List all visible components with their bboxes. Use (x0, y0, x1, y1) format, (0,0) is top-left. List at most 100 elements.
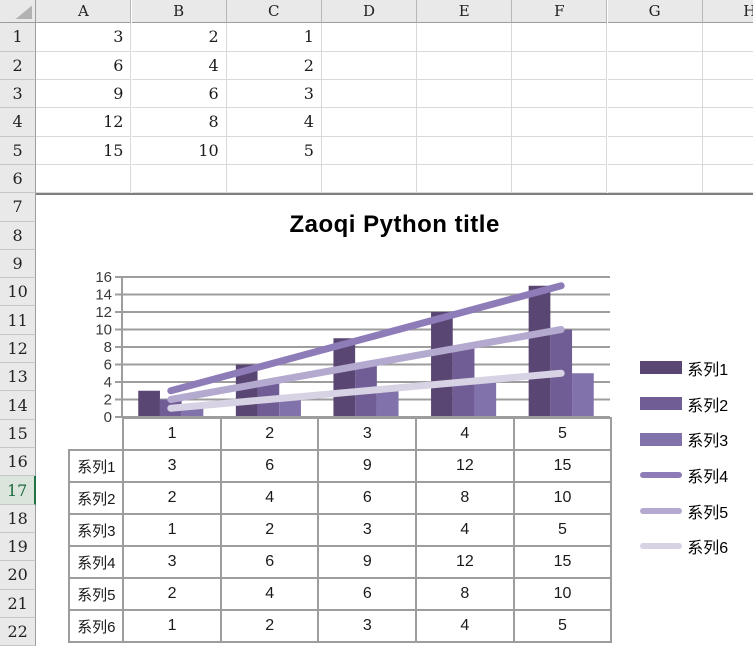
select-all-corner[interactable] (0, 0, 37, 24)
cell-A4[interactable]: 12 (36, 108, 132, 137)
cell-H1[interactable] (702, 23, 753, 52)
bar-系列3-cat5[interactable] (572, 373, 595, 417)
embedded-chart[interactable]: Zaoqi Python title 0 2 4 6 8 10 12 14 16 1 2 3 4 5 系列… (36, 193, 753, 646)
row-header-18[interactable]: 18 (0, 504, 37, 534)
column-header-E[interactable]: E (417, 0, 513, 24)
legend-item-系列4[interactable]: 系列4 (640, 457, 728, 493)
cell-E5[interactable] (417, 136, 513, 165)
bar-系列3-cat1[interactable] (181, 408, 204, 417)
cell-H6[interactable] (702, 164, 753, 194)
cell-G1[interactable] (607, 23, 703, 52)
legend-item-系列1[interactable]: 系列1 (640, 350, 728, 386)
cell-C3[interactable]: 3 (226, 79, 322, 109)
row-header-20[interactable]: 20 (0, 561, 37, 590)
cell-H5[interactable] (702, 136, 753, 165)
cell-B5[interactable]: 10 (131, 136, 227, 165)
cell-C2[interactable]: 2 (226, 51, 322, 80)
cell-E4[interactable] (417, 108, 513, 137)
cell-B6[interactable] (131, 164, 227, 194)
cell-H2[interactable] (702, 51, 753, 80)
cell-B4[interactable]: 8 (131, 108, 227, 137)
cell-H3[interactable] (702, 79, 753, 109)
row-header-22[interactable]: 22 (0, 617, 37, 646)
cell-C4[interactable]: 4 (226, 108, 322, 137)
column-header-A[interactable]: A (36, 0, 132, 24)
bar-系列1-cat5[interactable] (528, 285, 551, 417)
bar-系列2-cat2[interactable] (257, 382, 280, 417)
cell-G2[interactable] (607, 51, 703, 80)
row-header-4[interactable]: 4 (0, 108, 37, 137)
cell-A5[interactable]: 15 (36, 136, 132, 165)
cell-H4[interactable] (702, 108, 753, 137)
cell-G4[interactable] (607, 108, 703, 137)
bar-系列1-cat4[interactable] (431, 312, 454, 417)
column-header-C[interactable]: C (226, 0, 322, 24)
cell-F2[interactable] (512, 51, 608, 80)
line-系列6[interactable] (167, 369, 565, 412)
column-header-F[interactable]: F (512, 0, 608, 24)
cell-D5[interactable] (321, 136, 418, 165)
cell-B1[interactable]: 2 (131, 23, 227, 52)
row-header-16[interactable]: 16 (0, 448, 37, 477)
cell-G6[interactable] (607, 164, 703, 194)
legend-item-系列3[interactable]: 系列3 (640, 421, 728, 457)
cell-A2[interactable]: 6 (36, 51, 132, 80)
cell-A6[interactable] (36, 164, 132, 194)
row-header-14[interactable]: 14 (0, 391, 37, 420)
row-header-7[interactable]: 7 (0, 193, 37, 222)
bar-系列1-cat3[interactable] (333, 338, 356, 417)
row-header-1[interactable]: 1 (0, 23, 37, 52)
cell-F5[interactable] (512, 136, 608, 165)
bar-系列3-cat4[interactable] (474, 382, 497, 417)
cell-F3[interactable] (512, 79, 608, 109)
row-header-11[interactable]: 11 (0, 306, 37, 335)
bar-系列3-cat2[interactable] (279, 399, 302, 418)
cell-F1[interactable] (512, 23, 608, 52)
cell-D3[interactable] (321, 79, 418, 109)
row-header-6[interactable]: 6 (0, 164, 37, 194)
cell-C1[interactable]: 1 (226, 23, 322, 52)
bar-系列2-cat3[interactable] (355, 364, 378, 418)
bar-系列1-cat1[interactable] (138, 390, 161, 417)
cell-E6[interactable] (417, 164, 513, 194)
column-header-H[interactable]: H (702, 0, 753, 24)
cell-D6[interactable] (321, 164, 418, 194)
bar-系列2-cat4[interactable] (453, 347, 475, 417)
column-header-D[interactable]: D (321, 0, 418, 24)
bar-系列1-cat2[interactable] (236, 364, 258, 418)
cell-F4[interactable] (512, 108, 608, 137)
row-header-2[interactable]: 2 (0, 51, 37, 80)
line-系列5[interactable] (167, 326, 565, 403)
line-系列4[interactable] (167, 282, 565, 395)
row-header-19[interactable]: 19 (0, 533, 37, 562)
row-header-9[interactable]: 9 (0, 249, 37, 279)
row-header-12[interactable]: 12 (0, 334, 37, 364)
bar-系列3-cat3[interactable] (377, 390, 399, 417)
cell-E3[interactable] (417, 79, 513, 109)
cell-B2[interactable]: 4 (131, 51, 227, 80)
legend-item-系列5[interactable]: 系列5 (640, 493, 728, 529)
row-header-13[interactable]: 13 (0, 363, 37, 392)
row-header-10[interactable]: 10 (0, 278, 37, 307)
row-header-21[interactable]: 21 (0, 589, 37, 618)
chart-title[interactable]: Zaoqi Python title (289, 211, 500, 238)
legend-item-系列2[interactable]: 系列2 (640, 386, 728, 422)
cell-F6[interactable] (512, 164, 608, 194)
cell-G5[interactable] (607, 136, 703, 165)
bar-系列2-cat5[interactable] (550, 329, 573, 418)
bar-系列2-cat1[interactable] (160, 399, 182, 418)
row-header-17[interactable]: 17 (0, 476, 37, 505)
row-header-3[interactable]: 3 (0, 79, 37, 109)
cell-D4[interactable] (321, 108, 418, 137)
row-header-15[interactable]: 15 (0, 419, 37, 449)
cell-E1[interactable] (417, 23, 513, 52)
cell-D1[interactable] (321, 23, 418, 52)
column-header-B[interactable]: B (131, 0, 227, 24)
row-header-5[interactable]: 5 (0, 136, 37, 165)
cell-G3[interactable] (607, 79, 703, 109)
cell-C6[interactable] (226, 164, 322, 194)
cell-A3[interactable]: 9 (36, 79, 132, 109)
legend-item-系列6[interactable]: 系列6 (640, 528, 728, 564)
cell-D2[interactable] (321, 51, 418, 80)
cell-C5[interactable]: 5 (226, 136, 322, 165)
